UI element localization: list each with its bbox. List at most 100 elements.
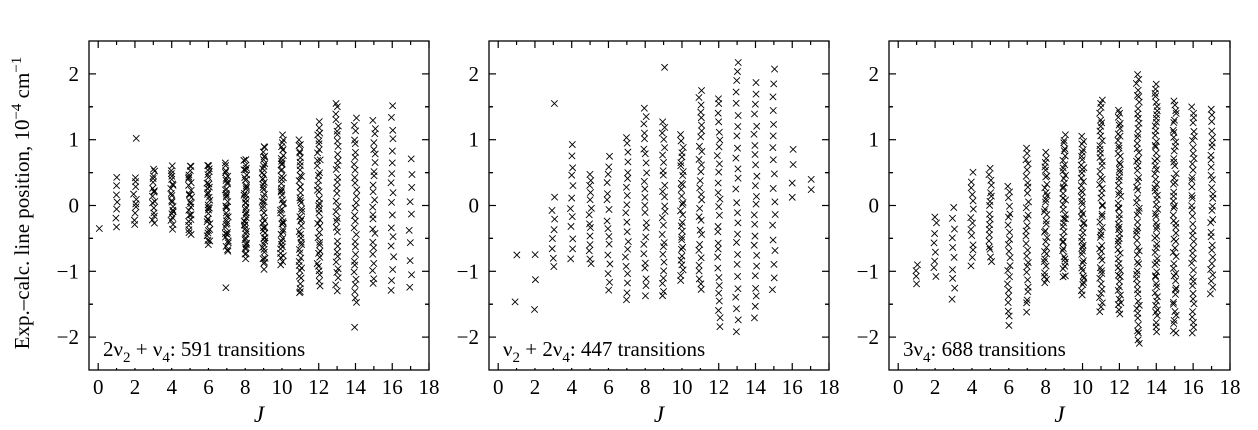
data-point <box>314 219 322 227</box>
data-point <box>1170 129 1178 137</box>
data-point <box>315 202 323 210</box>
data-point <box>679 168 687 176</box>
data-point <box>407 155 415 163</box>
data-point <box>568 152 576 160</box>
data-point <box>640 104 648 112</box>
data-point <box>332 165 340 173</box>
data-point <box>1172 170 1180 178</box>
data-point <box>678 192 686 200</box>
data-point <box>568 171 576 179</box>
data-point <box>260 265 268 273</box>
data-point <box>333 248 341 256</box>
data-point <box>1152 175 1160 183</box>
data-point <box>659 187 667 196</box>
data-point <box>750 241 758 249</box>
data-point <box>369 225 377 233</box>
data-point <box>716 323 724 331</box>
data-point <box>1189 227 1197 235</box>
data-point <box>113 198 121 206</box>
data-point <box>1004 182 1012 190</box>
data-point <box>659 274 667 282</box>
data-point <box>1152 138 1160 146</box>
label-background <box>899 335 1070 368</box>
data-point <box>314 171 322 179</box>
data-point <box>1024 160 1032 168</box>
data-point <box>768 286 776 294</box>
data-point <box>1153 232 1161 240</box>
data-point <box>315 176 323 184</box>
y-tick-label: 0 <box>69 194 80 218</box>
data-point <box>1209 271 1217 279</box>
x-tick-label: 4 <box>566 375 577 399</box>
y-axis-label: Exp.–calc. line position, 10−4 cm−1 <box>9 57 34 350</box>
data-point <box>296 141 304 149</box>
data-point <box>513 251 521 259</box>
data-point <box>734 272 742 280</box>
data-point <box>913 261 921 269</box>
data-point <box>1096 145 1104 153</box>
data-point <box>732 88 740 96</box>
data-point <box>1134 336 1142 344</box>
data-point <box>1207 265 1215 274</box>
x-tick-label: 6 <box>203 375 214 399</box>
data-point <box>1043 180 1051 188</box>
data-point <box>1098 201 1106 209</box>
data-point <box>295 246 303 254</box>
data-point <box>1171 101 1179 109</box>
data-point <box>1152 319 1160 327</box>
data-point <box>1079 267 1087 275</box>
data-point <box>807 175 815 183</box>
data-point <box>931 257 939 265</box>
data-point <box>734 219 742 227</box>
data-point <box>789 145 797 153</box>
data-point <box>1024 276 1032 284</box>
data-point <box>1114 199 1122 207</box>
data-point <box>148 216 156 224</box>
data-point <box>660 267 668 275</box>
data-point <box>1078 224 1086 232</box>
data-point <box>389 266 397 274</box>
x-tick-label: 0 <box>893 375 904 399</box>
data-point <box>295 257 303 266</box>
data-point <box>1153 240 1161 248</box>
data-point <box>677 271 685 280</box>
data-point <box>586 255 594 263</box>
data-point <box>1060 136 1068 145</box>
data-point <box>259 184 267 192</box>
data-point <box>406 283 414 291</box>
data-point <box>1059 201 1067 209</box>
data-point <box>1114 106 1123 114</box>
data-point <box>1153 283 1161 291</box>
data-point <box>733 77 741 85</box>
data-point <box>1208 139 1216 147</box>
data-point <box>1188 160 1196 168</box>
data-point <box>150 209 158 217</box>
data-point <box>585 247 593 255</box>
data-point <box>1188 259 1196 267</box>
data-point <box>316 216 324 224</box>
y-axis-label-unit-exponent: −1 <box>9 57 25 73</box>
data-point <box>1023 222 1031 230</box>
y-axis-label-exponent: −4 <box>9 103 25 119</box>
data-point <box>240 156 248 164</box>
data-point <box>1040 258 1048 266</box>
data-point <box>1004 221 1012 229</box>
data-point <box>261 152 269 160</box>
data-point <box>1189 136 1197 145</box>
data-point <box>679 144 687 152</box>
data-point <box>606 278 614 286</box>
data-point <box>677 162 685 170</box>
data-point <box>296 183 304 191</box>
data-point <box>1133 305 1141 313</box>
data-point <box>1208 118 1216 126</box>
data-point <box>1024 179 1032 187</box>
data-point <box>1061 161 1069 169</box>
data-point <box>658 129 666 137</box>
data-point <box>1208 260 1216 268</box>
data-point <box>623 289 631 297</box>
data-point <box>205 180 213 188</box>
data-point <box>1024 259 1032 267</box>
data-point <box>1188 183 1196 191</box>
data-point <box>1040 272 1048 280</box>
data-point <box>1170 260 1178 268</box>
